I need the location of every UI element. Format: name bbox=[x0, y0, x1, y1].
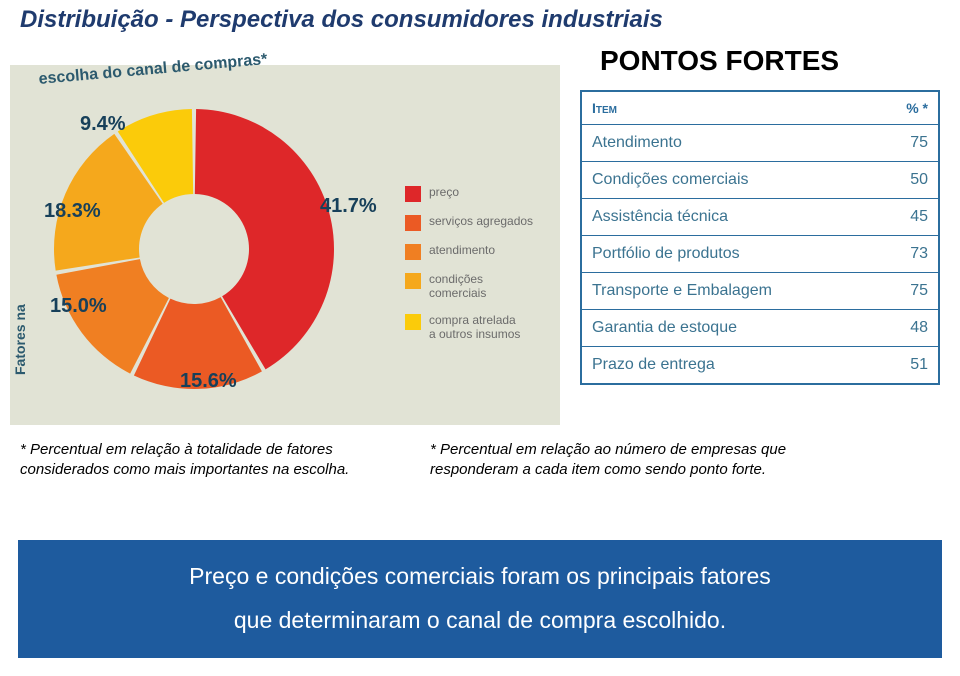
table-cell: Portfólio de produtos bbox=[582, 236, 876, 273]
pontos-fortes-heading: PONTOS FORTES bbox=[600, 45, 839, 77]
table-header: % * bbox=[876, 92, 938, 125]
table-cell: 48 bbox=[876, 310, 938, 347]
donut-axis-label: Fatores na bbox=[12, 304, 28, 375]
table-cell: 45 bbox=[876, 199, 938, 236]
legend-text: compra atreladaa outros insumos bbox=[429, 313, 520, 342]
footnote-right: * Percentual em relação ao número de emp… bbox=[430, 440, 800, 479]
conclusion-box: Preço e condições comerciais foram os pr… bbox=[18, 540, 942, 658]
table-cell: 75 bbox=[876, 273, 938, 310]
table-row: Transporte e Embalagem75 bbox=[582, 273, 938, 310]
donut-slice-label: 15.0% bbox=[50, 295, 107, 318]
table-cell: Assistência técnica bbox=[582, 199, 876, 236]
table-cell: Atendimento bbox=[582, 125, 876, 162]
legend-row: compra atreladaa outros insumos bbox=[405, 313, 539, 342]
legend-row: condições comerciais bbox=[405, 272, 539, 301]
table-cell: Transporte e Embalagem bbox=[582, 273, 876, 310]
table-cell: 73 bbox=[876, 236, 938, 273]
table-cell: Condições comerciais bbox=[582, 162, 876, 199]
table-header: Item bbox=[582, 92, 876, 125]
legend-text: serviços agregados bbox=[429, 214, 533, 228]
legend-text: condições comerciais bbox=[429, 272, 539, 301]
legend-row: preço bbox=[405, 185, 539, 202]
legend-row: atendimento bbox=[405, 243, 539, 260]
table-row: Prazo de entrega51 bbox=[582, 347, 938, 384]
table-row: Portfólio de produtos73 bbox=[582, 236, 938, 273]
donut-legend: preço serviços agregados atendimento condiç… bbox=[405, 185, 539, 354]
donut-slice-label: 9.4% bbox=[80, 113, 126, 136]
donut-slice-label: 41.7% bbox=[320, 195, 377, 218]
table-cell: Prazo de entrega bbox=[582, 347, 876, 384]
conclusion-line-2: que determinaram o canal de compra escol… bbox=[18, 599, 942, 643]
table-row: Atendimento75 bbox=[582, 125, 938, 162]
table-row: Garantia de estoque48 bbox=[582, 310, 938, 347]
page-title: Distribuição - Perspectiva dos consumido… bbox=[20, 6, 663, 34]
legend-swatch bbox=[405, 244, 421, 260]
table-cell: 51 bbox=[876, 347, 938, 384]
table-cell: 50 bbox=[876, 162, 938, 199]
footnote-left: * Percentual em relação à totalidade de … bbox=[20, 440, 390, 479]
legend-swatch bbox=[405, 215, 421, 231]
legend-row: serviços agregados bbox=[405, 214, 539, 231]
legend-text: preço bbox=[429, 185, 459, 199]
conclusion-line-1: Preço e condições comerciais foram os pr… bbox=[18, 555, 942, 599]
donut-slice-label: 15.6% bbox=[180, 370, 237, 393]
table-cell: 75 bbox=[876, 125, 938, 162]
table-row: Condições comerciais50 bbox=[582, 162, 938, 199]
legend-swatch bbox=[405, 273, 421, 289]
legend-swatch bbox=[405, 186, 421, 202]
legend-text: atendimento bbox=[429, 243, 495, 257]
donut-panel: Fatores na escolha do canal de compras* … bbox=[10, 65, 560, 425]
donut-subtitle: escolha do canal de compras* bbox=[38, 51, 268, 89]
table-row: Assistência técnica45 bbox=[582, 199, 938, 236]
donut-slice-label: 18.3% bbox=[44, 200, 101, 223]
donut-chart bbox=[44, 99, 344, 399]
pontos-fortes-table: Item% *Atendimento75Condições comerciais… bbox=[580, 90, 940, 385]
legend-swatch bbox=[405, 314, 421, 330]
table-cell: Garantia de estoque bbox=[582, 310, 876, 347]
